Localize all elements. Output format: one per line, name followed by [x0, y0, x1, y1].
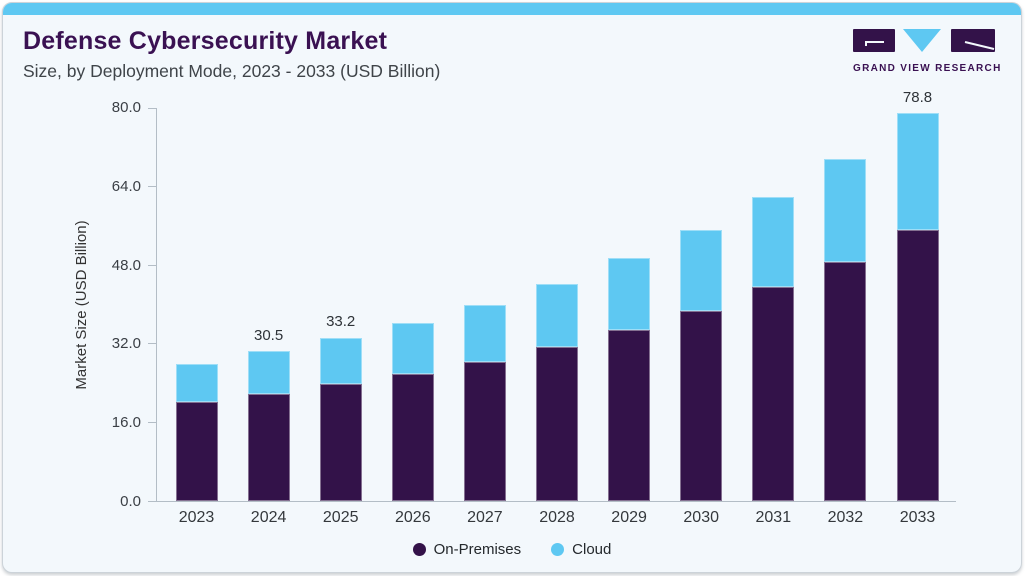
on-premises-segment [536, 347, 578, 501]
chart-header: Defense Cybersecurity Market Size, by De… [23, 27, 440, 82]
legend-label: On-Premises [433, 541, 522, 558]
y-tick-label: 32.0 [111, 335, 141, 353]
cloud-segment [247, 350, 290, 394]
cloud-segment [752, 197, 795, 288]
legend-dot [551, 543, 565, 556]
gvr-logo-text: GRAND VIEW RESEARCH [853, 63, 1002, 74]
bar-2025 [319, 337, 362, 501]
on-premises-segment [752, 287, 795, 501]
x-tick-label-2023: 2023 [178, 509, 215, 526]
bar-2027 [463, 304, 506, 501]
on-premises-segment [175, 402, 218, 501]
y-tick-label: 0.0 [120, 493, 141, 510]
on-premises-segment [319, 383, 362, 501]
bar-2026 [391, 322, 434, 501]
page-subtitle: Size, by Deployment Mode, 2023 - 2033 (U… [23, 61, 441, 81]
cloud-segment [463, 304, 506, 363]
y-tick-label: 80.0 [111, 99, 141, 116]
x-tick-label-2029: 2029 [611, 509, 647, 526]
top-accent-bar [3, 3, 1021, 15]
data-label-2024: 30.5 [253, 326, 284, 344]
x-tick-label-2028: 2028 [539, 509, 575, 526]
y-tick-label: 16.0 [111, 414, 141, 432]
x-tick-label-2031: 2031 [755, 509, 792, 526]
legend-item-cloud: Cloud [551, 541, 611, 558]
bar-2031 [752, 197, 795, 501]
on-premises-segment [680, 310, 723, 501]
on-premises-segment [896, 230, 939, 501]
legend-dot [412, 543, 426, 556]
y-tick [148, 264, 156, 266]
x-tick-label-2025: 2025 [322, 509, 359, 526]
y-tick-label: 48.0 [111, 256, 141, 274]
legend-item-on-premises: On-Premises [412, 541, 522, 558]
bar-2024 [247, 350, 290, 501]
cloud-segment [824, 158, 867, 262]
x-tick-label-2030: 2030 [683, 509, 719, 526]
on-premises-segment [463, 362, 506, 501]
cloud-segment [536, 283, 578, 348]
bar-2032 [824, 158, 867, 501]
bar-2028 [536, 283, 578, 501]
x-tick-label-2024: 2024 [250, 509, 287, 526]
y-tick [148, 422, 156, 424]
cloud-segment [391, 322, 434, 374]
plot-area: Market Size (USD Billion) 0.0 16.0 32.0 48.… [73, 89, 956, 526]
data-label-2025: 33.2 [326, 313, 356, 331]
x-tick-label-2027: 2027 [467, 509, 503, 526]
cloud-segment [608, 258, 651, 331]
y-tick [148, 185, 156, 187]
y-axis-title: Market Size (USD Billion) [73, 219, 90, 390]
y-tick [148, 108, 156, 109]
legend-label: Cloud [572, 541, 612, 558]
x-tick-label-2032: 2032 [827, 509, 864, 526]
data-label-2033: 78.8 [902, 88, 933, 106]
bar-2029 [608, 258, 651, 501]
cloud-segment [680, 230, 723, 311]
on-premises-segment [824, 261, 867, 501]
page-title: Defense Cybersecurity Market [23, 27, 388, 55]
gvr-logo: GRAND VIEW RESEARCH [853, 29, 1002, 74]
on-premises-segment [608, 330, 651, 501]
y-tick [148, 343, 156, 345]
cloud-segment [896, 112, 939, 231]
bar-2030 [680, 230, 723, 501]
on-premises-segment [247, 393, 290, 501]
y-tick [148, 501, 156, 502]
cloud-segment [175, 363, 218, 402]
gvr-logo-icon [853, 29, 995, 52]
x-tick-label-2033: 2033 [899, 509, 936, 526]
legend: On-Premises Cloud [3, 541, 1021, 558]
bar-2023 [175, 363, 218, 501]
cloud-segment [319, 337, 362, 384]
y-tick-label: 64.0 [111, 177, 141, 195]
bar-2033 [896, 112, 939, 501]
x-tick-label-2026: 2026 [395, 509, 431, 526]
on-premises-segment [391, 373, 434, 501]
